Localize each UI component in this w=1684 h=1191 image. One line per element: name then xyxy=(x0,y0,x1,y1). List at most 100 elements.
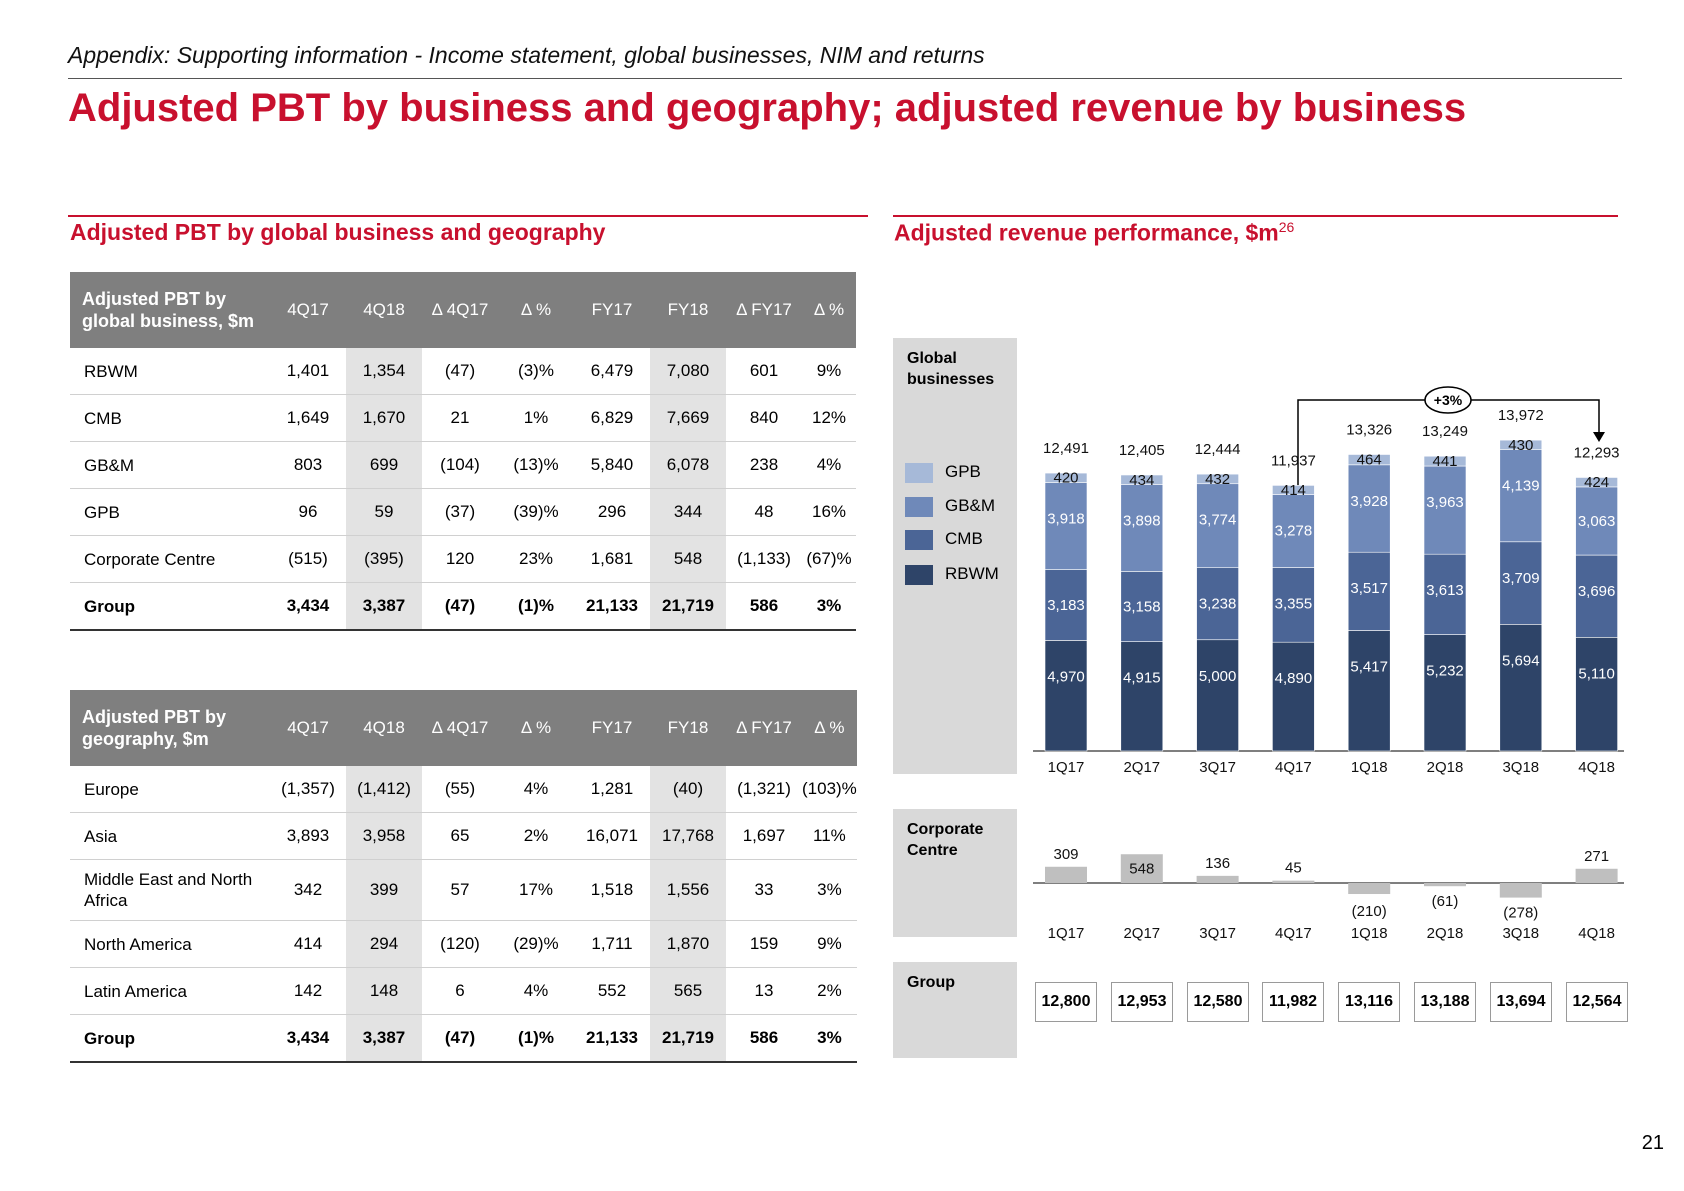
bar-segment-gpb xyxy=(1347,454,1391,466)
group-total-box: 12,580 xyxy=(1187,982,1249,1022)
page-number: 21 xyxy=(1641,1132,1664,1154)
table-cell: 294 xyxy=(346,920,422,968)
corporate-bar xyxy=(1575,868,1618,883)
left-section-rule xyxy=(68,215,868,217)
row-label: Middle East and North Africa xyxy=(70,859,270,921)
legend-item-gbm: GB&M xyxy=(905,496,995,517)
group-total-box: 13,116 xyxy=(1338,982,1400,1022)
bar-segment-gpb xyxy=(1423,455,1467,467)
category-label: 2Q17 xyxy=(1123,925,1160,942)
corporate-bar xyxy=(1196,875,1239,883)
row-label: GPB xyxy=(70,488,270,536)
legend-item-gpb: GPB xyxy=(905,462,981,483)
side-label-corporate-centre: Corporate Centre xyxy=(893,809,1017,937)
table-cell: (39)% xyxy=(498,488,574,536)
table-cell: 296 xyxy=(574,488,650,536)
side-label-text: Group xyxy=(907,974,955,991)
legend-swatch xyxy=(905,529,933,550)
bar-segment-gbm xyxy=(1575,486,1618,556)
bar-total-label: 13,326 xyxy=(1346,421,1392,438)
bar-total-label: 12,405 xyxy=(1119,442,1165,459)
side-label-global-businesses: Global businesses xyxy=(893,338,1017,774)
group-total-box: 11,982 xyxy=(1262,982,1324,1022)
category-label: 2Q17 xyxy=(1123,759,1160,776)
table-cell: (1)% xyxy=(498,582,574,631)
category-label: 4Q18 xyxy=(1578,759,1615,776)
table-row: Latin America 142 148 6 4% 552 565 13 2% xyxy=(70,967,857,1015)
bar-value-label: 4,970 xyxy=(1047,668,1085,685)
growth-arrow-head xyxy=(1593,432,1605,442)
right-section-title-text: Adjusted revenue performance, $m xyxy=(894,219,1279,246)
bar-segment-gpb xyxy=(1272,485,1315,495)
table-cell: (67)% xyxy=(802,535,856,583)
table-cell: 344 xyxy=(650,488,726,536)
bar-segment-rbwm xyxy=(1196,639,1239,752)
table-cell: 414 xyxy=(270,920,346,968)
table-cell: (1)% xyxy=(498,1014,574,1063)
category-label: 2Q18 xyxy=(1427,759,1464,776)
table-cell: 2% xyxy=(802,967,857,1015)
table-cell: 1% xyxy=(498,394,574,442)
table-cell: 342 xyxy=(270,859,346,921)
bar-total-label: 12,491 xyxy=(1043,440,1089,457)
table-cell: (120) xyxy=(422,920,498,968)
table-cell: 3% xyxy=(802,859,857,921)
bar-value-label: 4,890 xyxy=(1275,670,1313,687)
bar-total-label: 12,444 xyxy=(1195,441,1241,458)
category-label: 4Q17 xyxy=(1275,759,1312,776)
side-label-text: Corporate Centre xyxy=(907,821,984,859)
table-cell: 12% xyxy=(802,394,856,442)
category-label: 4Q18 xyxy=(1578,925,1615,942)
table-cell: 21,133 xyxy=(574,582,650,631)
corporate-value-label: 271 xyxy=(1584,848,1609,865)
bar-segment-gbm xyxy=(1196,483,1239,569)
table-cell: 1,697 xyxy=(726,812,802,860)
table-cell: 142 xyxy=(270,967,346,1015)
side-label-group: Group xyxy=(893,962,1017,1058)
table-cell: 11% xyxy=(802,812,857,860)
table-cell: 601 xyxy=(726,348,802,395)
table-cell: 586 xyxy=(726,582,802,631)
table-cell: 33 xyxy=(726,859,802,921)
page-title: Adjusted PBT by business and geography; … xyxy=(68,86,1467,130)
table-cell: (47) xyxy=(422,348,498,395)
legend-label: GPB xyxy=(945,462,981,481)
table-cell: 3% xyxy=(802,1014,857,1063)
bar-segment-gpb xyxy=(1044,472,1088,483)
table-row: RBWM 1,401 1,354 (47) (3)% 6,479 7,080 6… xyxy=(70,348,856,395)
legend-swatch xyxy=(905,496,933,517)
table-cell: (104) xyxy=(422,441,498,489)
bar-value-label: 3,063 xyxy=(1578,513,1616,530)
table-cell: 9% xyxy=(802,920,857,968)
footnote-marker: 26 xyxy=(1278,219,1295,235)
column-header: Δ % xyxy=(802,272,856,348)
table-cell: 399 xyxy=(346,859,422,921)
row-label: RBWM xyxy=(70,348,270,395)
table-cell: 1,649 xyxy=(270,394,346,442)
bar-segment-cmb xyxy=(1423,553,1467,635)
corporate-value-label: 45 xyxy=(1285,860,1302,877)
table-cell: 586 xyxy=(726,1014,802,1063)
row-label: CMB xyxy=(70,394,270,442)
row-label: Group xyxy=(70,1014,270,1063)
table-cell: 3,387 xyxy=(346,1014,422,1063)
table-cell: 57 xyxy=(422,859,498,921)
table-cell: (395) xyxy=(346,535,422,583)
table-cell: 59 xyxy=(346,488,422,536)
table-cell: 16% xyxy=(802,488,856,536)
bar-segment-rbwm xyxy=(1120,641,1164,752)
row-label: Group xyxy=(70,582,270,631)
table-cell: (55) xyxy=(422,766,498,813)
bar-value-label: 3,898 xyxy=(1123,513,1161,530)
bar-value-label: 3,928 xyxy=(1350,493,1388,510)
table-row: GB&M 803 699 (104) (13)% 5,840 6,078 238… xyxy=(70,441,856,489)
column-header: Δ % xyxy=(802,690,857,766)
table-cell: 159 xyxy=(726,920,802,968)
row-label: North America xyxy=(70,920,270,968)
table-cell: 7,080 xyxy=(650,348,726,395)
group-total-box: 12,564 xyxy=(1566,982,1628,1022)
corporate-value-label: (278) xyxy=(1503,905,1538,922)
table-cell: 96 xyxy=(270,488,346,536)
bar-segment-gbm xyxy=(1044,482,1088,570)
table-cell: (3)% xyxy=(498,348,574,395)
